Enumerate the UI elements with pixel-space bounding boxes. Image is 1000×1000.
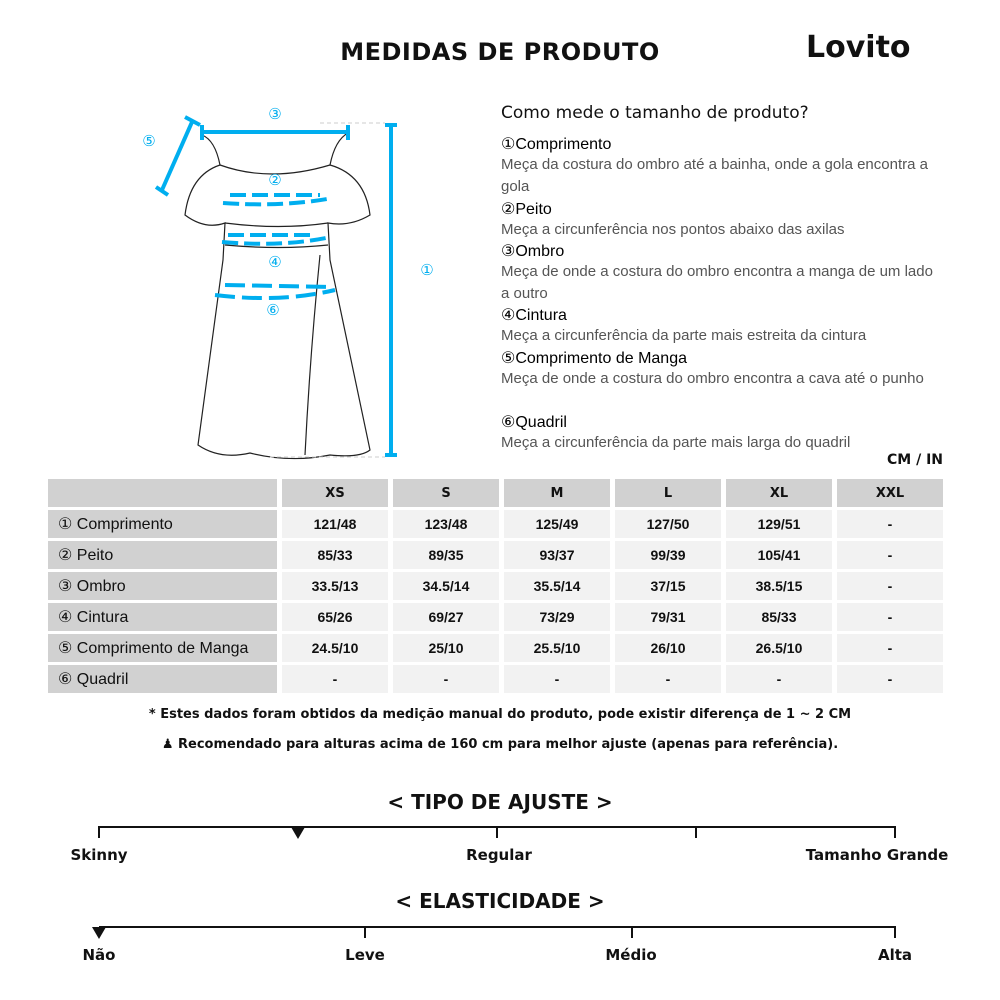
howto-item-quadril: ⑥Quadril Meça a circunferência da parte m… [501, 414, 851, 451]
elasticity-scale-line [99, 926, 896, 928]
header-size: XXL [837, 479, 943, 507]
fit-tick [894, 826, 896, 838]
table-cell: - [837, 541, 943, 569]
table-cell: 125/49 [504, 510, 610, 538]
table-cell: 99/39 [615, 541, 721, 569]
table-cell: 73/29 [504, 603, 610, 631]
elasticity-label-medio: Médio [605, 946, 657, 964]
howto-item-peito: ②Peito Meça a circunferência nos pontos a… [501, 201, 845, 238]
row-label: ⑤ Comprimento de Manga [48, 634, 277, 662]
elasticity-tick [631, 926, 633, 938]
table-cell: 25.5/10 [504, 634, 610, 662]
table-cell: 33.5/13 [282, 572, 388, 600]
table-cell: - [726, 665, 832, 693]
howto-item-cintura: ④Cintura Meça a circunferência da parte m… [501, 307, 867, 344]
table-cell: 37/15 [615, 572, 721, 600]
table-cell: 93/37 [504, 541, 610, 569]
measurement-note: * Estes dados foram obtidos da medição m… [148, 707, 852, 722]
marker-2: ② [268, 171, 281, 189]
row-label: ① Comprimento [48, 510, 277, 538]
table-row: ④ Cintura 65/26 69/27 73/29 79/31 85/33- [48, 603, 943, 631]
elasticity-label-nao: Não [82, 946, 116, 964]
row-label: ④ Cintura [48, 603, 277, 631]
elasticity-indicator-icon [92, 927, 106, 939]
marker-1: ① [420, 261, 433, 279]
table-cell: 65/26 [282, 603, 388, 631]
table-cell: - [837, 510, 943, 538]
table-row: ① Comprimento 121/48 123/48 125/49 127/50 129… [48, 510, 943, 538]
header-size: L [615, 479, 721, 507]
table-cell: 105/41 [726, 541, 832, 569]
table-cell: - [504, 665, 610, 693]
table-cell: 34.5/14 [393, 572, 499, 600]
size-table: XS S M L XL XXL ① Comprimento 121/48 123/4… [43, 476, 948, 696]
marker-4: ④ [268, 253, 281, 271]
table-cell: - [393, 665, 499, 693]
table-row: ⑥ Quadril - - - - - - [48, 665, 943, 693]
table-cell: - [837, 665, 943, 693]
table-cell: 69/27 [393, 603, 499, 631]
row-label: ⑥ Quadril [48, 665, 277, 693]
table-cell: - [282, 665, 388, 693]
table-row: ② Peito 85/33 89/35 93/37 99/39 105/41- [48, 541, 943, 569]
table-cell: 121/48 [282, 510, 388, 538]
elasticity-label-leve: Leve [345, 946, 385, 964]
header-size: S [393, 479, 499, 507]
howto-item-manga: ⑤Comprimento de Manga Meça de onde a cost… [501, 350, 924, 387]
howto-item-ombro: ③Ombro Meça de onde a costura do ombro en… [501, 243, 933, 302]
table-cell: 85/33 [282, 541, 388, 569]
elasticity-label-alta: Alta [877, 946, 913, 964]
header-size: M [504, 479, 610, 507]
table-cell: - [837, 634, 943, 662]
table-cell: 79/31 [615, 603, 721, 631]
fit-title: < TIPO DE AJUSTE > [387, 790, 613, 814]
table-cell: 24.5/10 [282, 634, 388, 662]
table-cell: 129/51 [726, 510, 832, 538]
header-size: XS [282, 479, 388, 507]
row-label: ③ Ombro [48, 572, 277, 600]
table-cell: 127/50 [615, 510, 721, 538]
header-blank [48, 479, 277, 507]
brand-logo: Lovito [806, 30, 911, 65]
person-icon: ♟ [161, 737, 174, 752]
table-row: ⑤ Comprimento de Manga 24.5/10 25/10 25.5/1… [48, 634, 943, 662]
marker-6: ⑥ [266, 301, 279, 319]
header-size: XL [726, 479, 832, 507]
table-cell: - [615, 665, 721, 693]
howto-item-comprimento: ①Comprimento Meça da costura do ombro até… [501, 136, 928, 195]
fit-tick [695, 826, 697, 838]
table-cell: 25/10 [393, 634, 499, 662]
height-note-text: Recomendado para alturas acima de 160 cm… [178, 737, 839, 752]
marker-3: ③ [268, 105, 281, 123]
table-cell: - [837, 572, 943, 600]
height-note: ♟ Recomendado para alturas acima de 160 … [0, 737, 1000, 752]
marker-5: ⑤ [142, 132, 155, 150]
fit-label-large: Tamanho Grande [805, 846, 949, 864]
table-cell: - [837, 603, 943, 631]
table-cell: 89/35 [393, 541, 499, 569]
table-cell: 26/10 [615, 634, 721, 662]
fit-indicator-icon [291, 827, 306, 839]
table-cell: 123/48 [393, 510, 499, 538]
elasticity-tick [364, 926, 366, 938]
fit-tick [496, 826, 498, 838]
fit-label-regular: Regular [466, 846, 532, 864]
table-cell: 26.5/10 [726, 634, 832, 662]
page-title: MEDIDAS DE PRODUTO [340, 38, 660, 66]
elasticity-title: < ELASTICIDADE > [395, 889, 605, 913]
fit-label-skinny: Skinny [70, 846, 128, 864]
howto-title: Como mede o tamanho de produto? [501, 103, 809, 123]
table-cell: 38.5/15 [726, 572, 832, 600]
elasticity-tick [894, 926, 896, 938]
table-header-row: XS S M L XL XXL [48, 479, 943, 507]
unit-label: CM / IN [887, 452, 943, 468]
row-label: ② Peito [48, 541, 277, 569]
fit-tick [98, 826, 100, 838]
table-cell: 85/33 [726, 603, 832, 631]
table-cell: 35.5/14 [504, 572, 610, 600]
dress-outline [184, 132, 371, 460]
table-row: ③ Ombro 33.5/13 34.5/14 35.5/14 37/15 38.5/15… [48, 572, 943, 600]
dress-measurement-diagram: ① ② ③ ④ ⑤ ⑥ [142, 105, 434, 460]
